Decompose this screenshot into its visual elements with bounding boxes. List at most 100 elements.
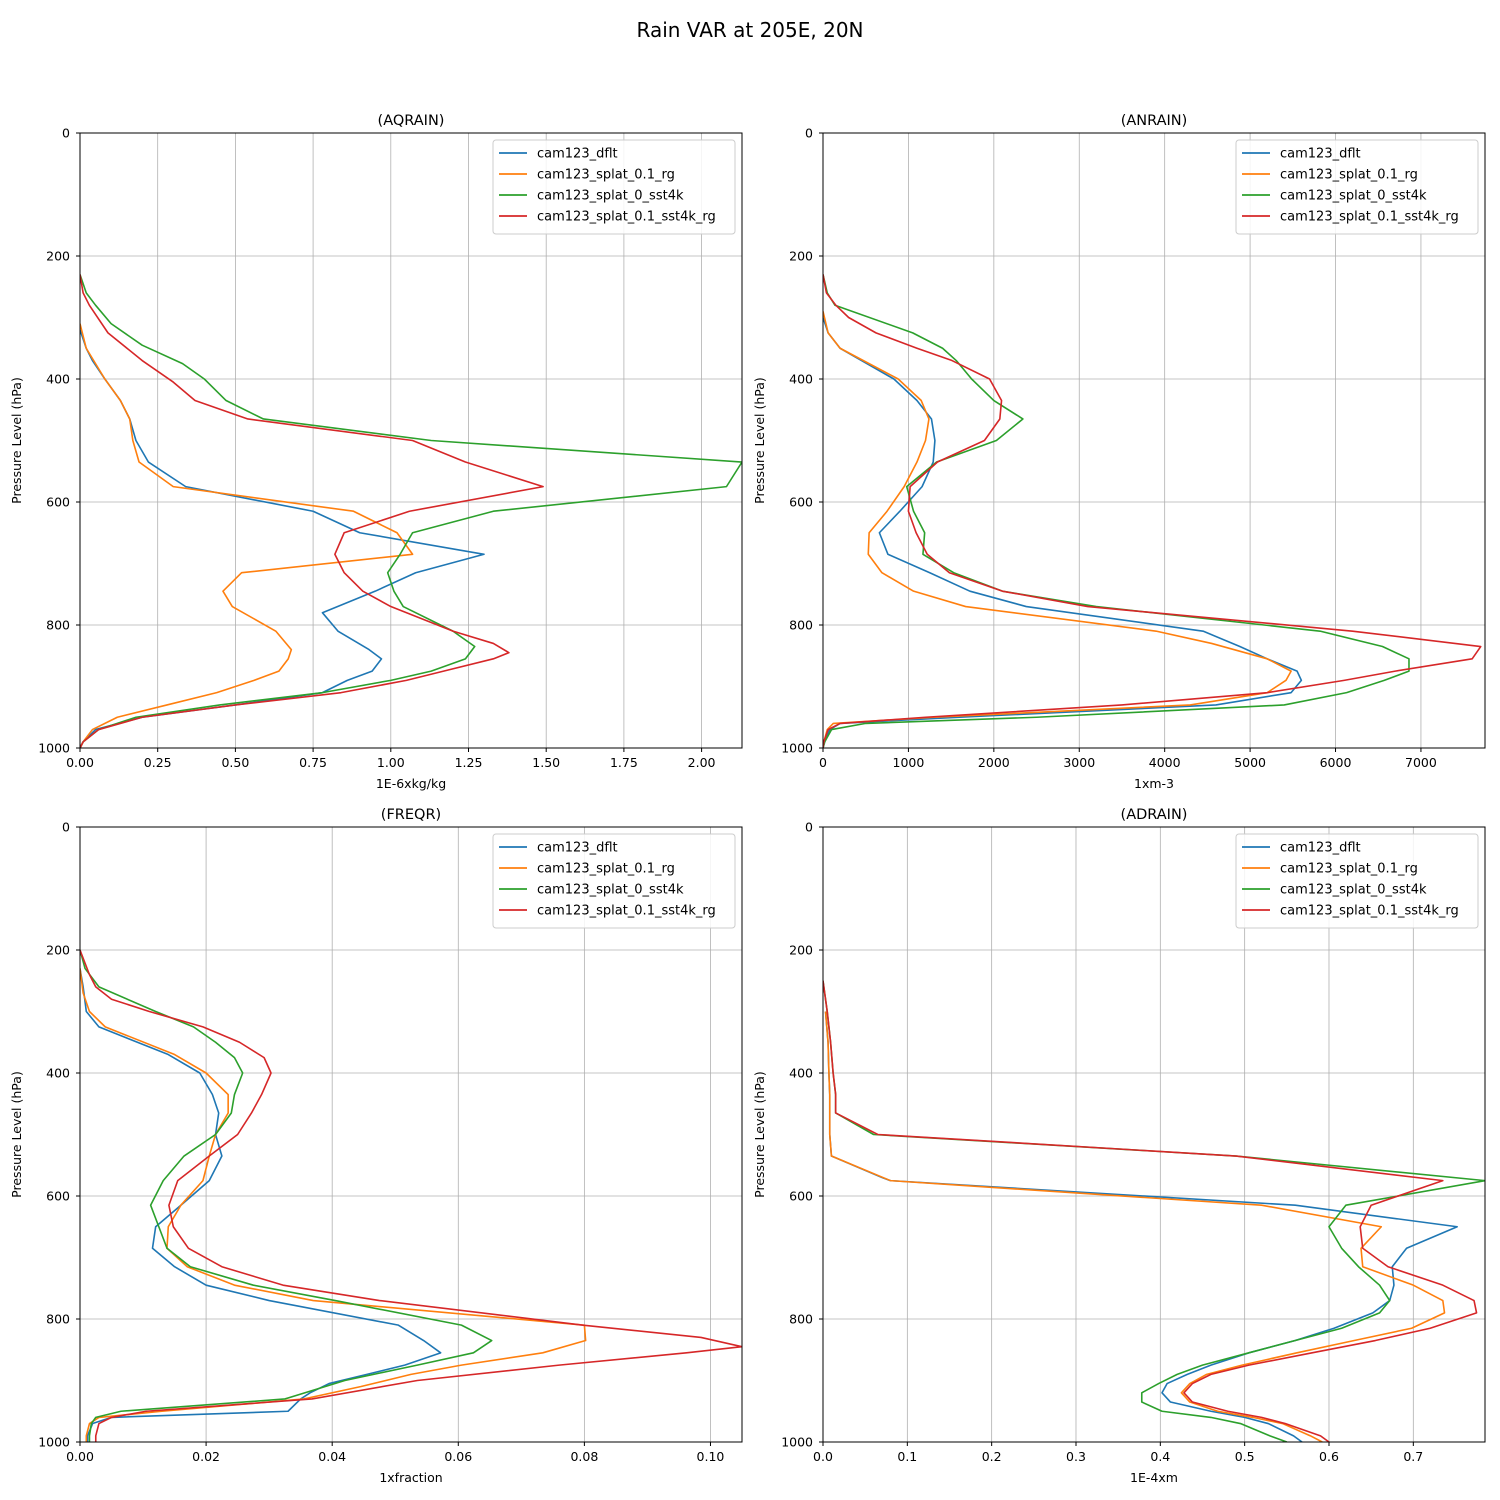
y-tick-label: 400 (789, 1066, 813, 1081)
x-axis-label: 1E-4xm (1130, 1470, 1178, 1485)
y-tick-label: 600 (789, 1189, 813, 1204)
legend-box (492, 139, 736, 235)
legend-label: cam123_splat_0.1_sst4k_rg (1280, 210, 1459, 225)
x-tick-label: 0.5 (1235, 1449, 1255, 1464)
y-tick-label: 800 (46, 1312, 70, 1327)
y-tick-label: 200 (46, 943, 70, 958)
y-tick-label: 600 (46, 495, 70, 510)
x-tick-label: 1.00 (377, 755, 405, 770)
series-line-cam123_dflt (823, 317, 1303, 748)
x-tick-label: 7000 (1405, 755, 1437, 770)
x-tick-label: 0.00 (66, 1449, 94, 1464)
legend-label: cam123_splat_0.1_sst4k_rg (537, 210, 716, 225)
y-tick-label: 200 (789, 943, 813, 958)
x-tick-label: 0.02 (192, 1449, 220, 1464)
series-line-cam123_splat_0.1_rg (824, 1011, 1446, 1442)
series-line-cam123_dflt (80, 968, 442, 1442)
legend-label: cam123_splat_0.1_sst4k_rg (537, 904, 716, 919)
x-tick-label: 4000 (1149, 755, 1181, 770)
panel-title: (AQRAIN) (378, 113, 445, 129)
y-axis-label: Pressure Level (hPa) (9, 1071, 24, 1198)
series-line-cam123_splat_0.1_sst4k_rg (823, 274, 1482, 748)
legend-label: cam123_splat_0_sst4k (537, 189, 684, 204)
x-tick-label: 0.2 (982, 1449, 1002, 1464)
y-tick-label: 400 (46, 372, 70, 387)
x-tick-label: 0.6 (1319, 1449, 1339, 1464)
series-group (80, 274, 742, 748)
legend-label: cam123_splat_0_sst4k (1280, 189, 1427, 204)
x-axis-label: 1xm-3 (1134, 776, 1174, 791)
x-axis-label: 1xfraction (379, 1470, 442, 1485)
y-tick-label: 0 (62, 820, 70, 835)
legend-label: cam123_splat_0.1_rg (1280, 168, 1418, 183)
legend-label: cam123_splat_0.1_rg (537, 862, 675, 877)
y-tick-label: 200 (789, 249, 813, 264)
x-tick-label: 1000 (893, 755, 925, 770)
panel-2: 0.00 0.02 0.04 0.06 0.08 0.10 0 200 400 600 800 100… (9, 807, 743, 1485)
legend-label: cam123_splat_0.1_sst4k_rg (1280, 904, 1459, 919)
x-tick-label: 0.0 (813, 1449, 833, 1464)
y-tick-label: 600 (789, 495, 813, 510)
y-tick-label: 0 (805, 820, 813, 835)
legend-box (1235, 139, 1479, 235)
x-tick-label: 0.06 (444, 1449, 472, 1464)
figure-title: Rain VAR at 205E, 20N (636, 18, 863, 42)
series-group (80, 949, 742, 1442)
x-tick-label: 0.25 (144, 755, 172, 770)
legend-label: cam123_dflt (1280, 147, 1361, 162)
legend: cam123_dflt cam123_splat_0.1_rg cam123_spl… (492, 139, 736, 235)
y-tick-label: 400 (789, 372, 813, 387)
y-tick-label: 400 (46, 1066, 70, 1081)
x-tick-label: 0.3 (1066, 1449, 1086, 1464)
y-tick-label: 1000 (38, 741, 70, 756)
x-tick-label: 5000 (1234, 755, 1266, 770)
y-tick-label: 1000 (781, 741, 813, 756)
y-tick-label: 1000 (38, 1435, 70, 1450)
x-tick-label: 2000 (978, 755, 1010, 770)
panel-0: 0.00 0.25 0.50 0.75 1.00 1.25 1.50 1.75 2.00 0 200… (9, 113, 743, 791)
x-tick-label: 0.50 (221, 755, 249, 770)
panel-1: 0 1000 2000 3000 4000 5000 6000 7000 0 200 400 600 8… (752, 113, 1486, 791)
legend-label: cam123_dflt (537, 841, 618, 856)
x-tick-label: 0.4 (1150, 1449, 1170, 1464)
legend-label: cam123_dflt (537, 147, 618, 162)
x-tick-label: 1.75 (610, 755, 638, 770)
series-line-cam123_splat_0.1_rg (80, 323, 414, 748)
panel-title: (FREQR) (381, 807, 441, 823)
y-tick-label: 800 (789, 1312, 813, 1327)
x-tick-label: 0.04 (318, 1449, 346, 1464)
plot-area (823, 133, 1485, 748)
y-tick-label: 800 (46, 618, 70, 633)
legend-label: cam123_splat_0_sst4k (537, 883, 684, 898)
plot-area (80, 827, 742, 1442)
y-tick-label: 0 (805, 126, 813, 141)
x-tick-label: 0.7 (1403, 1449, 1423, 1464)
y-tick-label: 600 (46, 1189, 70, 1204)
y-tick-label: 800 (789, 618, 813, 633)
legend-label: cam123_splat_0_sst4k (1280, 883, 1427, 898)
legend: cam123_dflt cam123_splat_0.1_rg cam123_spl… (1235, 139, 1479, 235)
series-group (823, 980, 1485, 1442)
axes-frame (822, 826, 1486, 1443)
x-tick-label: 0.10 (697, 1449, 725, 1464)
x-axis-label: 1E-6xkg/kg (376, 776, 446, 791)
plot-area (823, 827, 1485, 1442)
y-tick-label: 200 (46, 249, 70, 264)
legend-label: cam123_splat_0.1_rg (1280, 862, 1418, 877)
legend-label: cam123_splat_0.1_rg (537, 168, 675, 183)
x-tick-label: 0.75 (299, 755, 327, 770)
legend-label: cam123_dflt (1280, 841, 1361, 856)
legend: cam123_dflt cam123_splat_0.1_rg cam123_spl… (492, 833, 736, 929)
series-line-cam123_splat_0_sst4k (80, 274, 742, 748)
panel-title: (ADRAIN) (1121, 807, 1188, 823)
axes-frame (79, 132, 743, 749)
x-tick-label: 1.25 (455, 755, 483, 770)
x-tick-label: 3000 (1063, 755, 1095, 770)
y-axis-label: Pressure Level (hPa) (9, 377, 24, 504)
x-tick-label: 1.50 (532, 755, 560, 770)
panel-title: (ANRAIN) (1121, 113, 1188, 129)
axes-frame (79, 826, 743, 1443)
series-line-cam123_splat_0.1_sst4k_rg (80, 949, 742, 1442)
y-axis-label: Pressure Level (hPa) (752, 377, 767, 504)
